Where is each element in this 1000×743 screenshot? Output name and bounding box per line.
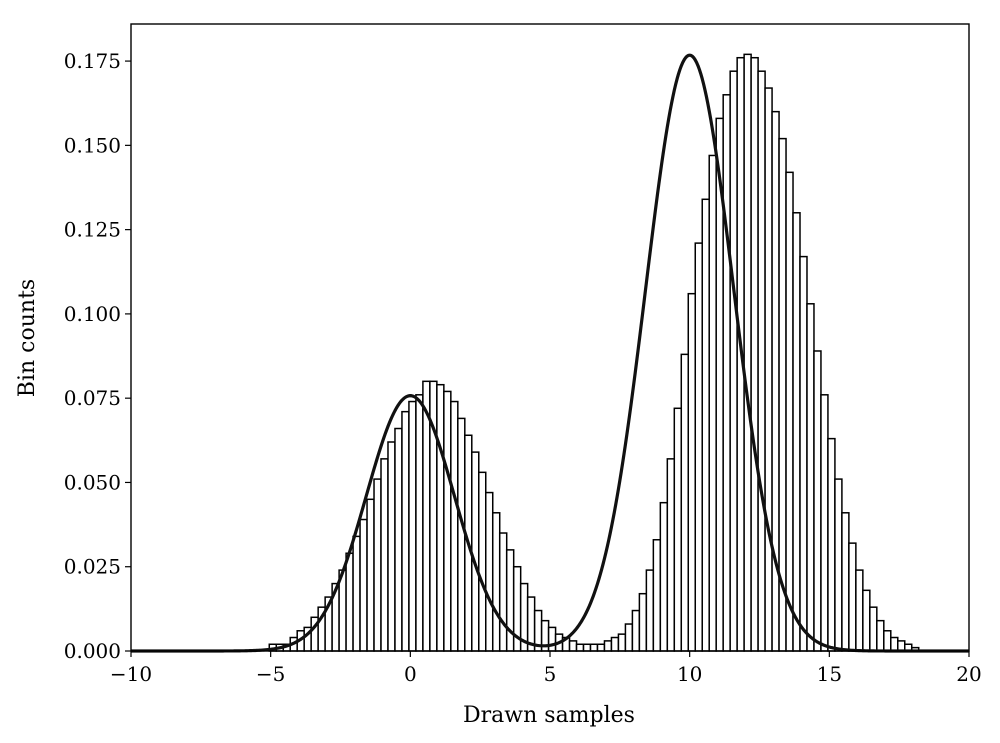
histogram-bar — [568, 640, 578, 652]
density-curve — [130, 53, 970, 653]
histogram-bar — [729, 70, 738, 652]
histogram-bar — [485, 491, 494, 652]
histogram-bar — [582, 643, 592, 652]
x-tick-label: 10 — [677, 662, 702, 686]
histogram-bar — [792, 212, 801, 652]
histogram-bar — [659, 501, 669, 652]
histogram-bar — [799, 255, 808, 652]
histogram-bar — [394, 427, 403, 652]
histogram-bar — [652, 539, 662, 652]
histogram-bar — [610, 636, 620, 652]
histogram-bar — [708, 154, 717, 652]
histogram-bar — [415, 394, 424, 652]
histogram-bar — [862, 589, 871, 652]
histogram-bar — [359, 518, 368, 652]
histogram-bar — [848, 542, 857, 652]
x-tick-label: 15 — [817, 662, 842, 686]
histogram-bar — [366, 498, 375, 652]
histogram-bar — [603, 640, 613, 652]
histogram-bar — [638, 592, 648, 652]
histogram-bar — [764, 87, 773, 652]
y-tick-label: 0.000 — [64, 639, 121, 663]
histogram-bar — [827, 437, 836, 652]
histogram-bar — [834, 478, 843, 652]
histogram-bar — [478, 471, 487, 652]
y-tick-label: 0.175 — [64, 49, 121, 73]
histogram-bar — [387, 441, 396, 652]
histogram-bar — [757, 70, 766, 652]
histogram-bar — [876, 619, 885, 652]
histogram-bar — [820, 394, 829, 652]
density-curve-group — [130, 53, 970, 653]
histogram-bar — [352, 535, 361, 652]
histogram-bars — [268, 53, 920, 652]
histogram-bar — [575, 643, 585, 652]
x-tick-label: 20 — [956, 662, 981, 686]
histogram-bar — [498, 532, 508, 652]
histogram-bar — [505, 549, 515, 652]
histogram-bar — [491, 512, 501, 652]
histogram-bar — [408, 400, 417, 652]
histogram-bar — [701, 198, 710, 652]
histogram-bar — [869, 606, 878, 652]
y-tick-label: 0.125 — [64, 218, 121, 242]
histogram-bar — [722, 94, 731, 652]
histogram-bar — [596, 643, 606, 652]
y-tick-label: 0.100 — [64, 302, 121, 326]
histogram-bar — [890, 636, 899, 652]
x-tick-label: 0 — [404, 662, 417, 686]
histogram-bar — [457, 417, 466, 652]
histogram-bar — [841, 512, 850, 652]
x-axis-label: Drawn samples — [463, 703, 635, 728]
histogram-bar — [631, 609, 641, 652]
y-tick-label: 0.075 — [64, 386, 121, 410]
histogram-bar — [380, 458, 389, 652]
histogram-bar — [666, 458, 676, 652]
histogram-bar — [422, 380, 431, 652]
histogram-bar — [673, 407, 683, 652]
histogram-bar — [883, 630, 892, 652]
histogram-bar — [436, 383, 445, 652]
y-tick-label: 0.150 — [64, 133, 121, 157]
y-axis-label: Bin counts — [15, 279, 40, 397]
histogram-bar — [624, 623, 634, 652]
y-axis-ticks: 0.000 0.025 0.050 0.075 0.100 0.125 0.150 0.175 — [64, 49, 131, 663]
histogram-bar — [750, 56, 759, 652]
histogram-bar — [471, 451, 480, 652]
histogram-bar — [813, 350, 822, 652]
histogram-bar — [785, 171, 794, 652]
histogram-bar — [855, 569, 864, 652]
histogram-bar — [450, 400, 459, 652]
histogram-bar — [373, 478, 382, 652]
histogram-bar — [547, 626, 557, 652]
x-tick-label: −5 — [256, 662, 285, 686]
histogram-bar — [680, 353, 690, 652]
histogram-bar — [743, 53, 752, 652]
histogram-bar — [401, 410, 410, 652]
histogram-bar — [589, 643, 599, 652]
x-tick-label: 5 — [544, 662, 557, 686]
histogram-bar — [345, 552, 354, 652]
x-tick-label: −10 — [110, 662, 152, 686]
histogram-bar — [806, 303, 815, 652]
histogram-bar — [687, 292, 697, 652]
histogram-bar — [617, 633, 627, 652]
y-tick-label: 0.025 — [64, 555, 121, 579]
histogram-bar — [694, 242, 703, 652]
y-tick-label: 0.050 — [64, 470, 121, 494]
histogram-bar — [443, 390, 452, 652]
histogram-bar — [645, 569, 655, 652]
x-axis-ticks: −10 −5 0 5 10 15 20 — [110, 651, 982, 686]
